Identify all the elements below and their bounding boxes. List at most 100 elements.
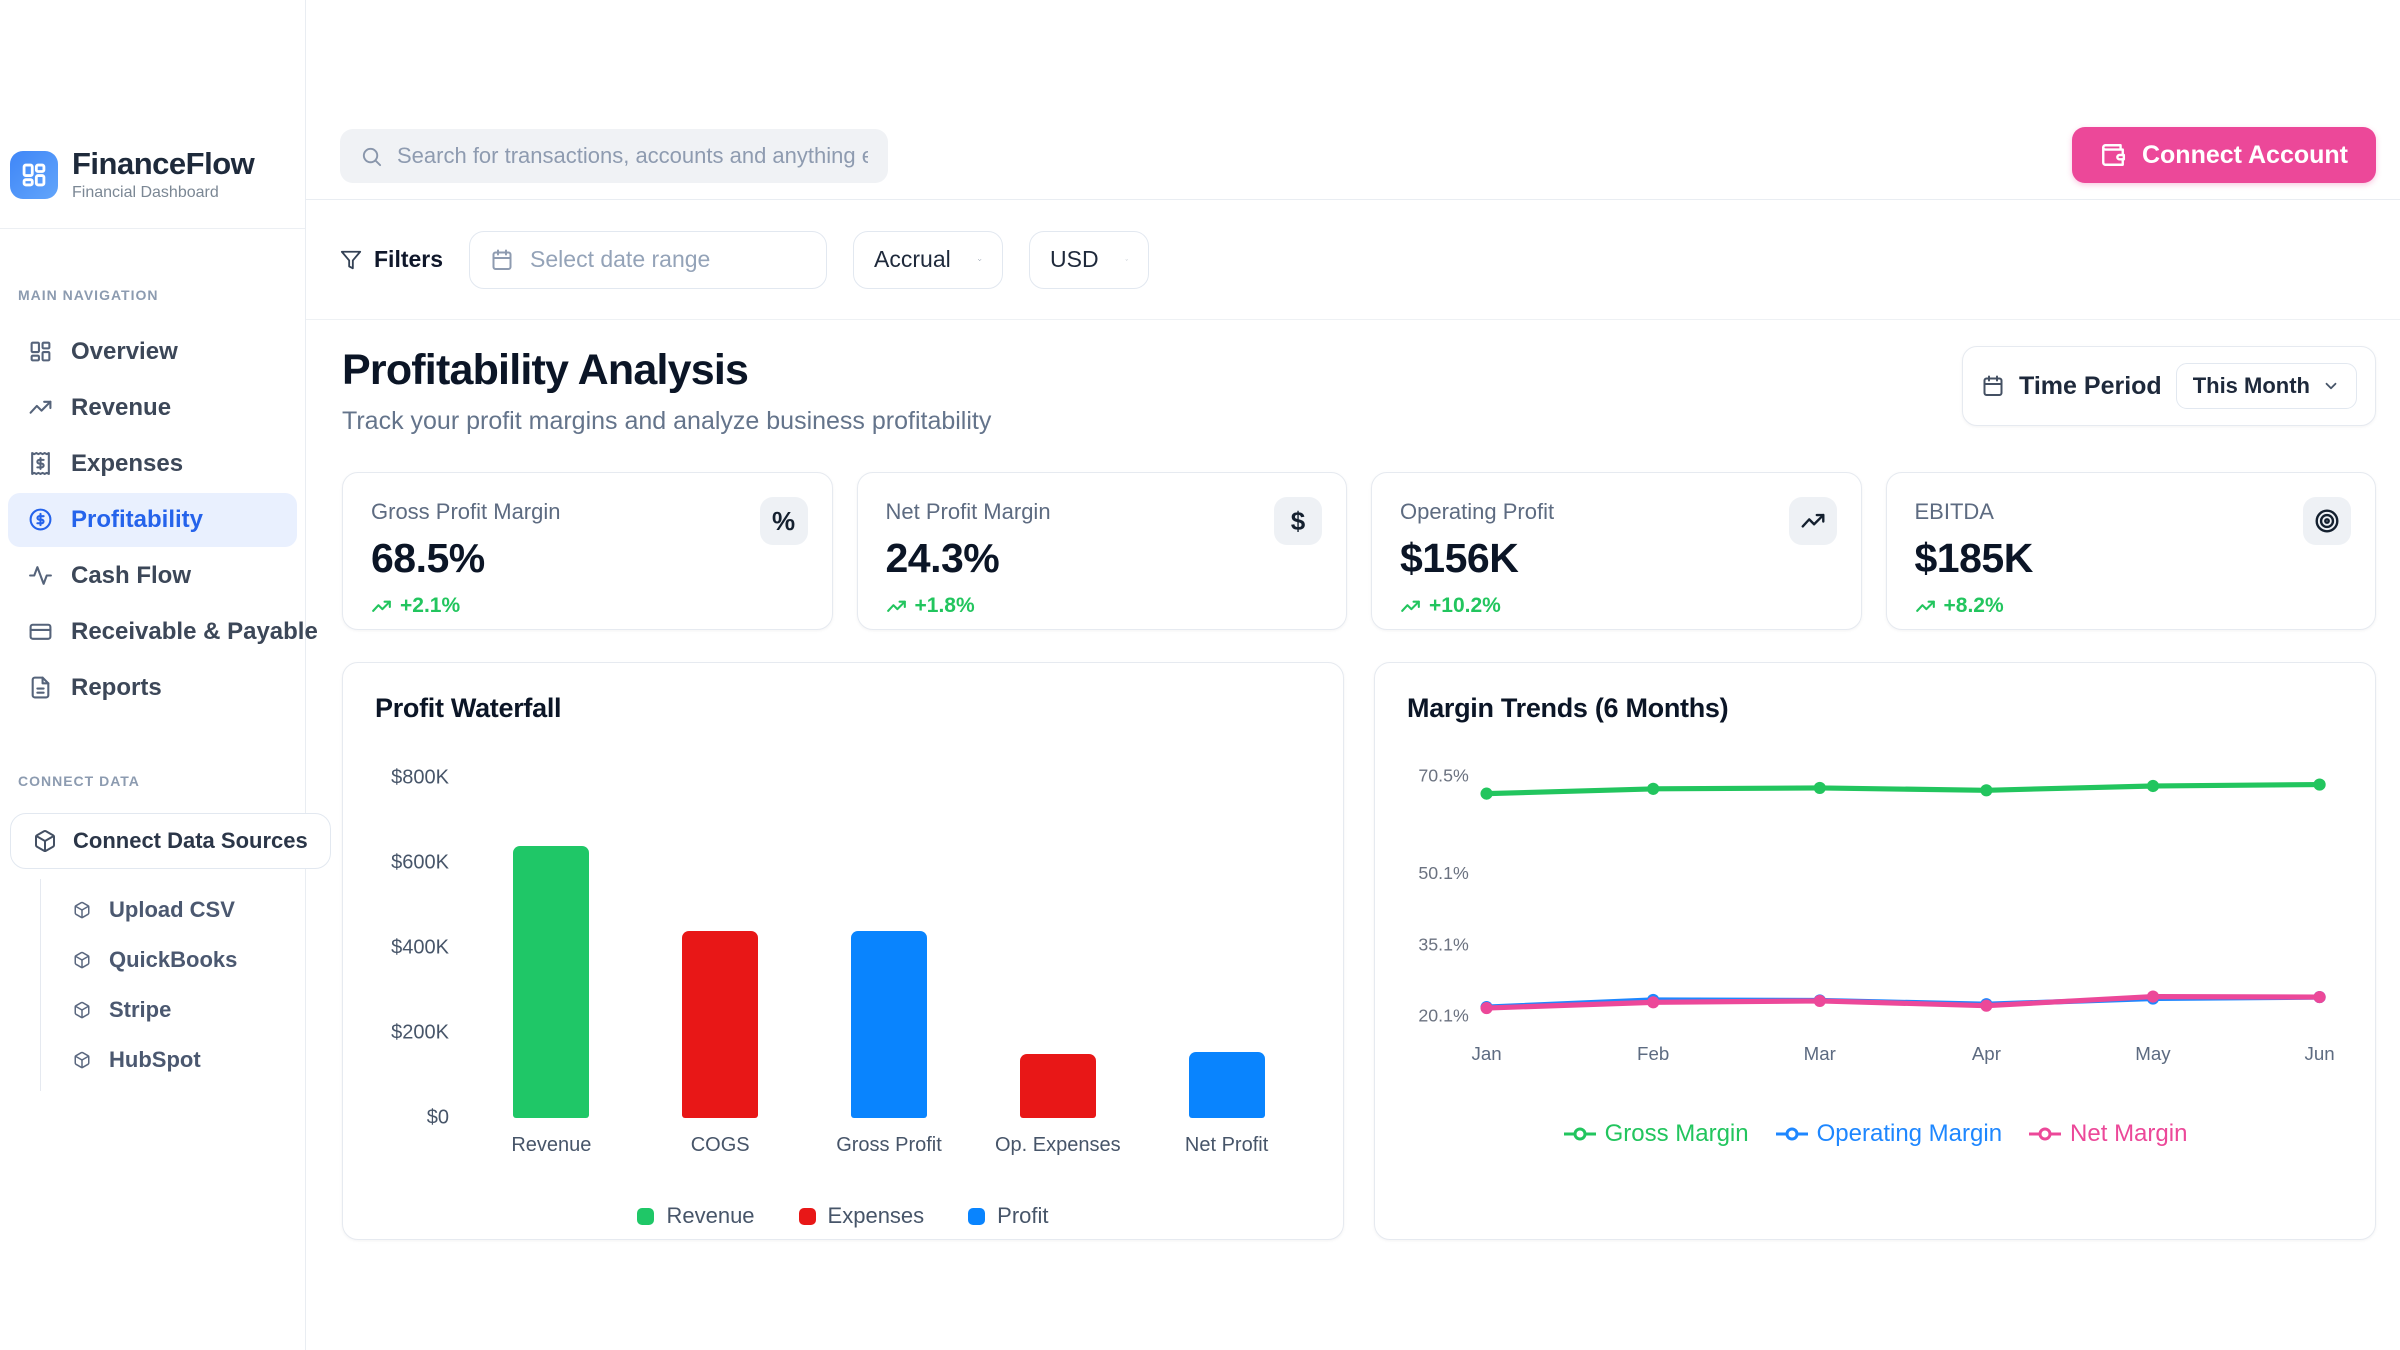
margin-trends-point [1813,994,1826,1007]
waterfall-x-label: Net Profit [1184,1134,1269,1156]
margin-trends-point [1480,1001,1493,1015]
sidebar-item-profitability[interactable]: Profitability [8,492,297,547]
time-period-label: Time Period [2019,371,2162,400]
time-period-value: This Month [2192,373,2310,398]
kpi-value: 24.3% [885,535,1000,581]
waterfall-x-axis: Revenue COGS Gross Profit Op. Expenses Net P… [467,1134,1311,1157]
accounting-basis-value: Accrual [874,246,951,272]
sidebar-item-cash-flow[interactable]: Cash Flow [8,549,297,603]
filters-toggle[interactable]: Filters [340,246,443,273]
connect-account-button[interactable]: Connect Account [2071,127,2376,183]
waterfall-bar-slot [805,778,974,1118]
waterfall-x-label: Gross Profit [836,1134,942,1156]
trending-up-icon [29,400,52,414]
margin-trends-point [1647,782,1660,795]
kpi-label: EBITDA [1914,499,1994,524]
sidebar-item-overview[interactable]: Overview [8,325,297,379]
data-source-list: Upload CSV QuickBooks Stripe HubSpot [40,878,305,1091]
margin-trends-y-tick: 20.1% [1418,1006,1469,1026]
top-bar: Connect Account [306,0,2400,200]
waterfall-bar-slot [467,778,636,1118]
source-label: HubSpot [109,1046,201,1072]
sidebar-item-revenue[interactable]: Revenue [8,381,297,435]
sidebar-item-label: Profitability [71,505,204,533]
waterfall-legend-item: Expenses [798,1203,924,1229]
kpi-label: Net Profit Margin [885,499,1051,524]
legend-swatch [968,1207,986,1225]
currency-select[interactable]: USD [1029,230,1150,289]
connect-data-sources-button[interactable]: Connect Data Sources [10,812,331,869]
profit-waterfall-card: Profit Waterfall $800K $600K $400K $200K $0 … [342,662,1344,1240]
source-label: Upload CSV [109,896,235,922]
margin-trends-y-tick: 70.5% [1418,766,1469,786]
kpi-card-net-profit-margin: Net Profit Margin 24.3% +1.8% $ [856,472,1347,630]
kpi-change: +8.2% [1915,594,2348,618]
page-header: Profitability Analysis Track your profit… [342,346,2376,436]
trend-up-icon [1401,600,1420,612]
sidebar-item-receivable-payable[interactable]: Receivable & Payable [8,605,318,659]
sidebar-item-expenses[interactable]: Expenses [8,437,297,491]
waterfall-legend-item: Profit [968,1203,1049,1229]
package-icon [35,829,55,852]
kpi-value: $156K [1400,535,1519,581]
file-text-icon [31,676,50,699]
waterfall-x-label: Revenue [511,1134,592,1156]
kpi-change-value: +10.2% [1429,594,1501,617]
margin-trends-x-label: Feb [1637,1043,1669,1064]
sidebar-item-hubspot[interactable]: HubSpot [69,1035,305,1085]
margin-trends-point [1980,784,1993,797]
date-range-input[interactable] [530,246,827,273]
activity-icon [29,566,52,585]
accounting-basis-select[interactable]: Accrual [853,230,1004,289]
time-period-card: Time Period This Month [1962,346,2376,426]
wallet-icon [2102,144,2125,166]
filters-label: Filters [374,246,444,272]
legend-label: Net Margin [2070,1120,2188,1148]
grid-icon [30,341,51,362]
page-content: Profitability Analysis Track your profit… [306,320,2400,1350]
sidebar-item-label: Revenue [71,393,172,421]
sidebar-item-upload-csv[interactable]: Upload CSV [69,885,305,935]
trend-up-icon [886,600,906,612]
margin-trends-point [2146,990,2160,1003]
receipt-icon [31,452,50,476]
sidebar-item-quickbooks[interactable]: QuickBooks [69,935,305,985]
legend-label: Revenue [666,1203,755,1228]
dollar-circle-icon [29,508,52,531]
page-title: Profitability Analysis [342,346,749,394]
kpi-card-ebitda: EBITDA $185K +8.2% [1885,472,2376,630]
package-icon [74,951,90,968]
margin-trends-point [1647,996,1660,1009]
main-nav-section-label: MAIN NAVIGATION [18,286,159,303]
package-icon [74,1001,90,1018]
sidebar-item-reports[interactable]: Reports [8,661,297,715]
waterfall-x-label: Op. Expenses [994,1134,1121,1156]
global-search[interactable] [340,129,888,183]
sidebar-item-stripe[interactable]: Stripe [69,985,305,1035]
sidebar-divider [0,227,305,229]
margin-trends-x-label: May [2135,1043,2171,1064]
waterfall-bar [1188,1052,1265,1118]
app-logo: FinanceFlow Financial Dashboard [0,147,305,202]
waterfall-chart-title: Profit Waterfall [375,693,562,723]
waterfall-y-tick: $600K [391,851,449,874]
legend-marker-icon [2029,1127,2062,1141]
page-subtitle: Track your profit margins and analyze bu… [342,407,992,435]
trend-up-icon [1915,600,1935,612]
legend-label: Operating Margin [1816,1120,2003,1148]
waterfall-legend-item: Revenue [637,1203,755,1229]
waterfall-y-axis: $800K $600K $400K $200K $0 [375,767,467,1129]
margin-trends-point [1813,781,1826,794]
margin-trends-point [2313,991,2326,1004]
kpi-change-value: +8.2% [1943,594,2004,617]
waterfall-bar [513,846,590,1118]
margin-trends-point [2146,779,2160,793]
kpi-change-value: +2.1% [400,594,461,617]
search-input[interactable] [397,143,868,169]
sidebar-item-label: Overview [71,337,178,365]
waterfall-bar-slot [973,778,1142,1118]
package-icon [74,1051,90,1068]
kpi-change: +1.8% [886,594,1319,618]
time-period-select[interactable]: This Month [2175,363,2357,409]
date-range-picker[interactable] [469,230,828,289]
